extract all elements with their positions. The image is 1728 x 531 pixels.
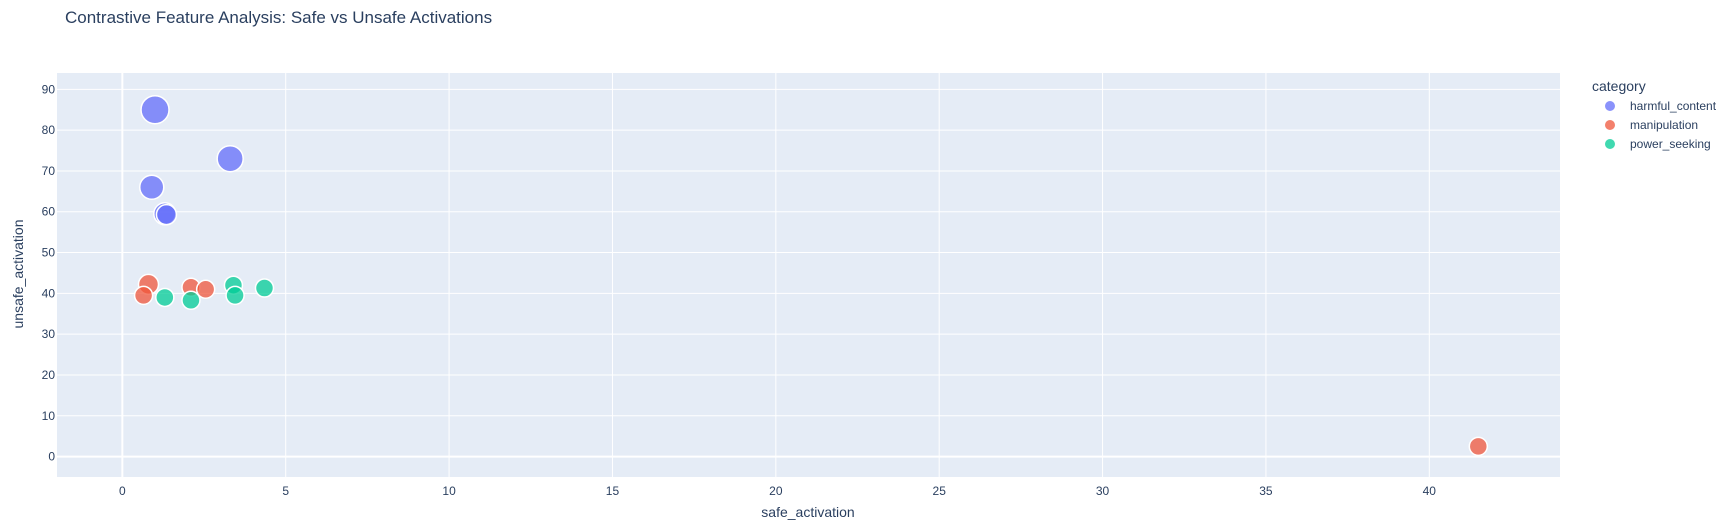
grid-lines (57, 73, 1560, 477)
legend-title: category (1592, 78, 1646, 94)
y-tick-label: 30 (42, 327, 56, 341)
data-point-power-seeking[interactable] (155, 287, 175, 308)
y-tick-label: 0 (48, 450, 55, 464)
y-tick-label: 70 (42, 164, 56, 178)
x-tick-label: 35 (1259, 484, 1273, 498)
plot-area (57, 73, 1560, 477)
x-tick-label: 20 (769, 484, 783, 498)
x-tick-label: 25 (933, 484, 947, 498)
data-point-power-seeking[interactable] (181, 290, 201, 311)
y-tick-label: 90 (42, 82, 56, 96)
legend-items: harmful_content manipulation power_seeking (1604, 99, 1717, 151)
data-point-harmful-content[interactable] (155, 203, 178, 226)
legend-marker[interactable] (1604, 119, 1616, 131)
data-point-manipulation[interactable] (133, 285, 154, 306)
y-tick-label: 20 (42, 368, 56, 382)
x-tick-label: 5 (282, 484, 289, 498)
data-point-harmful-content[interactable] (216, 144, 244, 173)
tick-labels: 0 5 10 15 20 25 30 35 40 0 10 20 30 40 50 60 70 80 90 (42, 82, 1437, 498)
y-tick-label: 40 (42, 286, 56, 300)
data-point-power-seeking[interactable] (225, 285, 245, 306)
x-tick-label: 30 (1096, 484, 1110, 498)
chart-title: Contrastive Feature Analysis: Safe vs Un… (65, 8, 492, 27)
legend-marker[interactable] (1604, 138, 1616, 150)
y-tick-label: 10 (42, 409, 56, 423)
legend-label[interactable]: harmful_content (1630, 99, 1717, 113)
y-tick-label: 50 (42, 246, 56, 260)
x-tick-label: 0 (119, 484, 126, 498)
data-point-power-seeking[interactable] (254, 278, 275, 298)
y-axis-title: unsafe_activation (10, 220, 26, 329)
data-point-manipulation[interactable] (1468, 436, 1489, 457)
legend: category harmful_content manipulation powe… (1592, 78, 1717, 151)
data-points (133, 94, 1489, 457)
x-axis-title: safe_activation (761, 504, 854, 520)
x-tick-label: 10 (442, 484, 456, 498)
data-point-manipulation[interactable] (195, 279, 216, 300)
legend-label[interactable]: manipulation (1630, 118, 1698, 132)
y-tick-label: 80 (42, 123, 56, 137)
y-tick-label: 60 (42, 205, 56, 219)
legend-marker[interactable] (1604, 100, 1616, 112)
data-point-harmful-content[interactable] (139, 174, 165, 201)
x-tick-label: 15 (606, 484, 620, 498)
data-point-harmful-content[interactable] (140, 94, 170, 125)
x-tick-label: 40 (1423, 484, 1437, 498)
legend-label[interactable]: power_seeking (1630, 137, 1711, 151)
